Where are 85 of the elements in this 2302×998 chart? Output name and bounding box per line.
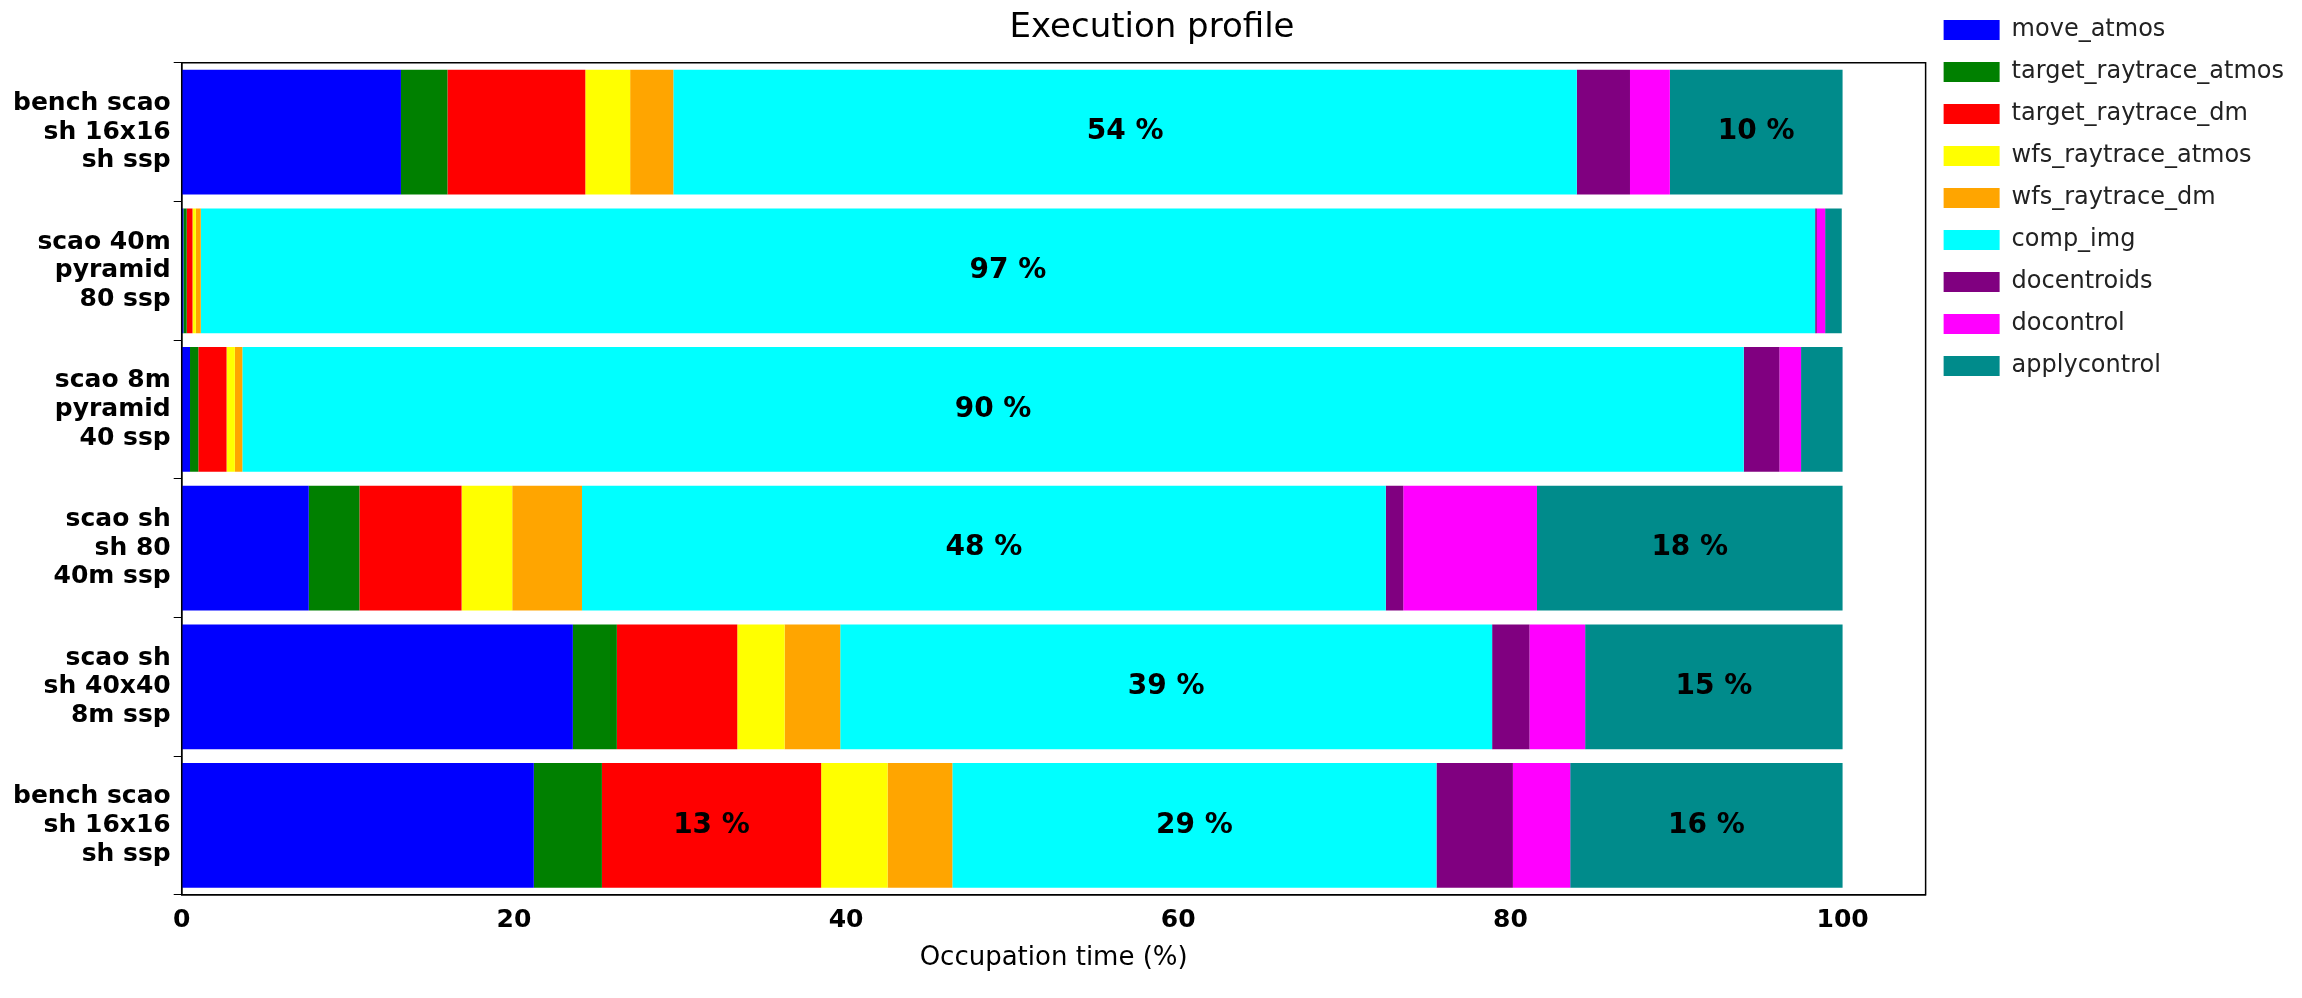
bar: [1403, 485, 1537, 611]
bar: [601, 763, 822, 888]
bar: [181, 485, 309, 611]
bar: [1629, 69, 1670, 195]
bar: [1585, 624, 1843, 750]
bar: [1570, 763, 1843, 888]
bar: [572, 624, 617, 750]
legend-label: docontrol: [2011, 308, 2125, 337]
bar: [1576, 69, 1630, 195]
data-label: 10 %: [1717, 113, 1795, 147]
bar: [1743, 347, 1780, 472]
bar: [181, 624, 573, 750]
legend-label: target_raytrace_dm: [2011, 98, 2248, 127]
bar: [737, 624, 785, 750]
bar: [234, 347, 243, 472]
bar: [512, 485, 582, 611]
bar: [673, 69, 1577, 195]
bar: [952, 763, 1437, 888]
bar: [1801, 347, 1843, 472]
x-tick-label: 20: [496, 904, 532, 934]
bar: [200, 208, 1816, 334]
data-label: 54 %: [1086, 113, 1164, 147]
data-label: 13 %: [673, 806, 750, 840]
legend-label: target_raytrace_atmos: [2011, 56, 2285, 85]
data-label: 90 %: [954, 390, 1032, 424]
data-label: 15 %: [1675, 668, 1753, 702]
bar: [447, 69, 586, 195]
bar: [581, 485, 1386, 611]
bar: [198, 347, 227, 472]
bar: [1669, 69, 1843, 195]
bar: [533, 763, 602, 888]
y-tick-label: scao 40m pyramid 80 ssp: [37, 225, 171, 313]
bar: [1825, 208, 1842, 334]
x-axis-title: Occupation time (%): [919, 941, 1188, 972]
bar: [630, 69, 674, 195]
y-tick-label: bench scao sh 16x16 sh ssp: [13, 86, 171, 174]
data-label: 39 %: [1127, 668, 1205, 702]
bar: [226, 347, 235, 472]
bar: [1385, 485, 1404, 611]
data-label: 97 %: [969, 252, 1047, 286]
bar: [1536, 485, 1843, 611]
legend-label: comp_img: [2011, 224, 2136, 253]
bar: [181, 763, 534, 888]
bar: [359, 485, 462, 611]
y-tick-label: scao sh sh 80 40m ssp: [53, 502, 171, 590]
x-tick-label: 80: [1493, 904, 1528, 934]
x-tick-label: 0: [173, 904, 191, 934]
bar: [181, 347, 191, 472]
y-tick-label: bench scao sh 16x16 sh ssp: [13, 780, 171, 867]
data-label: 29 %: [1156, 806, 1233, 840]
data-label: 48 %: [945, 529, 1023, 563]
x-tick-label: 100: [1816, 904, 1869, 934]
data-label: 18 %: [1651, 529, 1729, 563]
x-tick-label: 40: [828, 904, 864, 934]
bar: [1529, 624, 1586, 750]
chart-title: Execution profile: [1009, 5, 1295, 46]
bar: [821, 763, 888, 888]
bar: [585, 69, 631, 195]
legend-label: docentroids: [2011, 266, 2153, 295]
bar: [1779, 347, 1802, 472]
bar: [784, 624, 841, 750]
legend-label: wfs_raytrace_atmos: [2011, 140, 2252, 169]
y-tick-label: scao 8m pyramid 40 ssp: [54, 364, 171, 451]
bar: [190, 347, 199, 472]
bar: [840, 624, 1493, 750]
bar: [192, 208, 196, 334]
bar: [308, 485, 360, 611]
legend-label: move_atmos: [2011, 14, 2166, 43]
bar: [1492, 624, 1530, 750]
bar: [186, 208, 193, 334]
bar: [195, 208, 201, 334]
bar: [887, 763, 953, 888]
y-tick-label: scao sh sh 40x40 8m ssp: [43, 641, 171, 729]
bar: [181, 69, 401, 195]
bar: [1436, 763, 1513, 888]
bar: [616, 624, 738, 750]
bar: [400, 69, 448, 195]
legend-label: applycontrol: [2011, 350, 2161, 379]
bar: [1816, 208, 1826, 334]
x-tick-label: 60: [1160, 904, 1196, 934]
bar: [461, 485, 513, 611]
bar: [242, 347, 1744, 472]
bar: [1512, 763, 1571, 888]
data-label: 16 %: [1668, 806, 1745, 840]
legend-label: wfs_raytrace_dm: [2011, 182, 2216, 211]
